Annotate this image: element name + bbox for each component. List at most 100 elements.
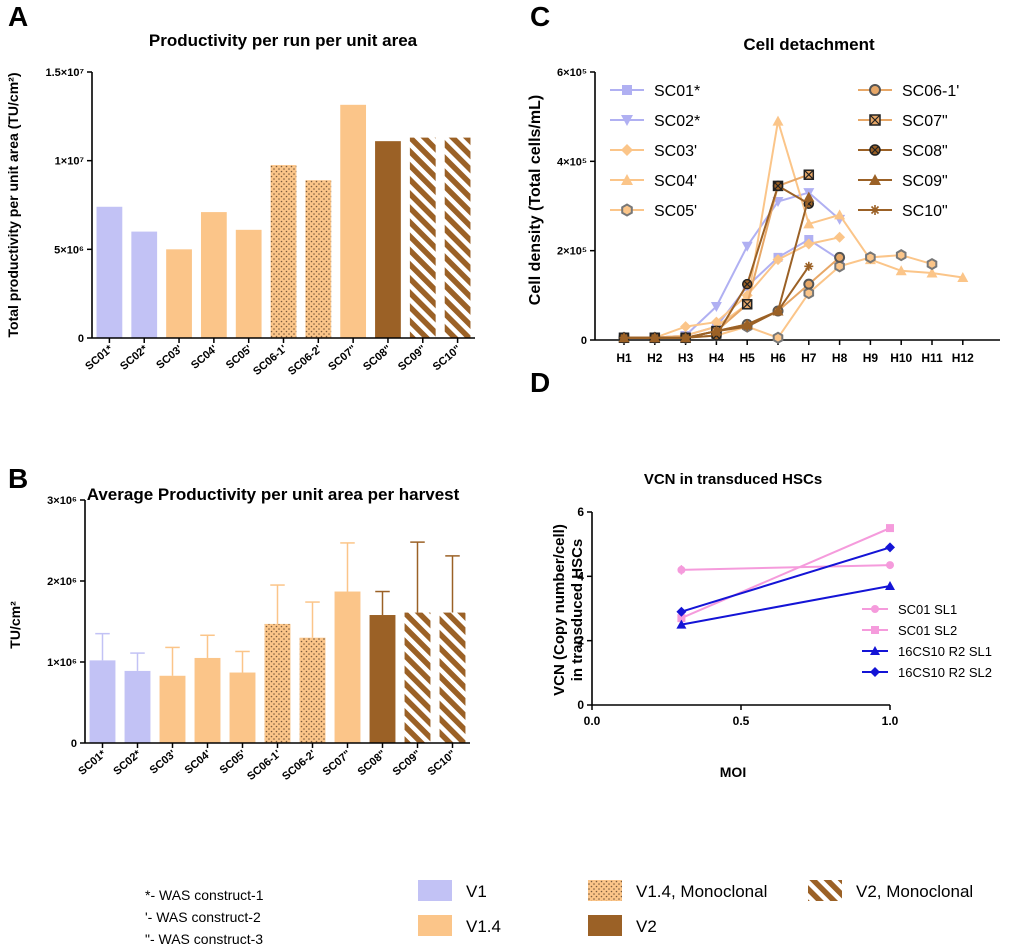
chart-d-point-16cs10-r2-sl2-0-shape (676, 606, 687, 617)
chart-b-bar-sc01 (89, 660, 116, 743)
chart-c-point-sc10-3 (711, 326, 721, 336)
chart-c-point-sc06-1-7-shape (834, 251, 846, 263)
chart-c-point-sc05-10 (926, 257, 938, 271)
chart-c-point-sc10-0-shape (619, 333, 629, 343)
legend-item-v2-monoclonal: V2, Monoclonal (808, 880, 973, 901)
chart-c-point-sc08-5-cross (774, 182, 782, 190)
chart-a-ytick-label-0: 0 (78, 333, 84, 345)
chart-a-ylabel: Total productivity per unit area (TU/cm²… (5, 73, 21, 338)
chart-c-legend-item-sc08: SC08" (858, 143, 948, 160)
chart-c-point-sc04-5 (772, 115, 784, 126)
chart-b-xtick-label-sc06-2: SC06-2' (280, 748, 319, 783)
chart-c-point-sc10-1-shape (650, 333, 660, 343)
chart-c-point-sc08-5 (772, 180, 784, 192)
chart-c-point-sc05-6-shape (803, 287, 815, 300)
chart-c-legend-marker-sc07-cross (869, 114, 881, 126)
chart-c-point-sc10-5 (773, 306, 783, 316)
footer: *- WAS construct-1 '- WAS construct-2 "-… (145, 880, 973, 947)
legend-label-v2-monoclonal: V2, Monoclonal (856, 882, 973, 901)
chart-b-bar-sc08 (369, 615, 396, 743)
chart-d-series-sc01-sl2 (677, 524, 894, 623)
chart-c-legend-marker-sc02 (621, 115, 633, 126)
chart-c-xtick-label-h4: H4 (709, 351, 725, 365)
chart-c-point-sc10-4-shape (742, 322, 752, 332)
chart-a-ytick-label-3: 1.5×10⁷ (46, 67, 85, 79)
chart-c-legend-marker-sc05 (621, 203, 633, 217)
chart-c-series-sc10 (619, 261, 814, 343)
chart-c-point-sc07-6-cross (803, 169, 814, 180)
chart-d-legend-item-16cs10-r2-sl2: 16CS10 R2 SL2 (862, 665, 992, 680)
chart-d-point-sc01-sl1-0 (677, 565, 686, 574)
chart-c-point-sc03-6-shape (803, 238, 815, 250)
chart-c-legend-label-sc08: SC08" (902, 143, 948, 160)
chart-d-plot: 0 2 4 6 0.0 0.5 1.0 (577, 505, 898, 728)
chart-c-plot: 0 2×10⁵ 4×10⁵ 6×10⁵ H1 H2 H3 H4 H5 H6 H7 H8 H9 H10 H11… (557, 67, 1000, 365)
chart-a-xtick-label-sc06-2: SC06-2' (286, 343, 325, 378)
chart-d-point-16cs10-r2-sl1-0-shape (676, 619, 687, 629)
chart-c-legend-item-sc06-1: SC06-1' (858, 83, 959, 100)
chart-c-legend-label-sc10: SC10" (902, 203, 948, 220)
chart-a-bar-sc01 (96, 206, 123, 338)
chart-d-point-16cs10-r2-sl1-1 (885, 580, 895, 590)
chart-b-xtick-label-sc01: SC01* (76, 748, 109, 778)
chart-a-bar-sc10 (444, 137, 471, 338)
chart-c-line-sc05 (624, 254, 933, 340)
chart-c-point-sc10-2-shape (681, 333, 691, 343)
chart-c-point-sc03-2 (680, 321, 692, 333)
chart-c-point-sc10-6 (804, 261, 814, 271)
chart-c-point-sc03-2-shape (680, 321, 692, 333)
chart-c-legend-marker-sc09 (869, 174, 881, 185)
chart-a-bar-sc07 (340, 104, 367, 338)
chart-c-point-sc02-4-shape (741, 241, 753, 252)
chart-d-line-sc01-sl2 (681, 527, 891, 620)
panel-c: C Cell detachment Cell density (Total ce… (527, 1, 1000, 365)
chart-c-point-sc10-4 (742, 322, 752, 332)
chart-c-point-sc04-7 (834, 209, 846, 220)
chart-c-point-sc10-1 (650, 333, 660, 343)
chart-b-ytick-label-2: 2×10⁶ (47, 576, 77, 588)
chart-c-legend-marker-sc03-shape (621, 144, 633, 156)
panel-b: B Average Productivity per unit area per… (7, 463, 470, 783)
chart-c-point-sc09-6 (803, 191, 815, 202)
chart-c-legend-item-sc09: SC09" (858, 173, 948, 190)
chart-b-ytick-label-1: 1×10⁶ (47, 657, 77, 669)
chart-d-point-16cs10-r2-sl2-1 (885, 542, 895, 553)
chart-d-legend-marker-16cs10-r2-sl1 (870, 646, 880, 655)
chart-c-legend-marker-sc08-cross (871, 146, 879, 154)
chart-b-xtick-label-sc02: SC02* (111, 748, 144, 778)
chart-c-point-sc04-9-shape (895, 265, 907, 276)
chart-c-legend-label-sc06-1: SC06-1' (902, 83, 959, 100)
panel-label-c: C (530, 1, 550, 32)
chart-d-point-sc01-sl2-0-shape (677, 614, 686, 623)
chart-d-legend-marker-sc01-sl1 (871, 605, 879, 613)
chart-d-legend-label-16cs10-r2-sl1: 16CS10 R2 SL1 (898, 644, 992, 659)
footnote-construct-3: "- WAS construct-3 (145, 931, 263, 947)
chart-c-point-sc07-4-cross (742, 299, 753, 310)
legend-item-v1-4: V1.4 (418, 915, 501, 936)
chart-b-xtick-label-sc07: SC07" (321, 748, 354, 778)
legend-item-v2: V2 (588, 915, 657, 936)
chart-c-point-sc10-6-shape (804, 261, 814, 271)
chart-a-xtick-label-sc10: SC10" (431, 343, 464, 373)
chart-c-ytick-label-1: 2×10⁵ (557, 246, 587, 258)
chart-b-xtick-label-sc03: SC03' (148, 748, 179, 777)
legend-swatch-v1-4 (418, 915, 452, 936)
chart-c-ytick-label-3: 6×10⁵ (557, 67, 587, 79)
chart-b-xtick-label-sc08: SC08" (356, 748, 389, 778)
chart-c-point-sc04-5-shape (772, 115, 784, 126)
chart-a-xtick-label-sc09: SC09" (396, 343, 429, 373)
chart-a-xtick-label-sc04: SC04' (189, 343, 220, 372)
chart-a-xtick-label-sc01: SC01* (83, 343, 116, 373)
chart-d-legend-item-sc01-sl1: SC01 SL1 (862, 602, 957, 617)
chart-c-point-sc03-7 (834, 231, 846, 243)
chart-c-xtick-label-h10: H10 (890, 351, 912, 365)
chart-a-ytick-label-1: 5×10⁶ (54, 244, 84, 256)
chart-d-legend-item-sc01-sl2: SC01 SL2 (862, 623, 957, 638)
chart-c-xtick-label-h6: H6 (770, 351, 786, 365)
chart-c-point-sc03-7-shape (834, 231, 846, 243)
chart-d-legend: SC01 SL1 SC01 SL2 16CS10 R2 SL1 16CS10 R2 S… (862, 602, 992, 680)
chart-c-legend-item-sc05: SC05' (610, 203, 697, 220)
chart-c-legend-marker-sc04-shape (621, 174, 633, 185)
chart-c-ytick-label-2: 4×10⁵ (557, 156, 587, 168)
